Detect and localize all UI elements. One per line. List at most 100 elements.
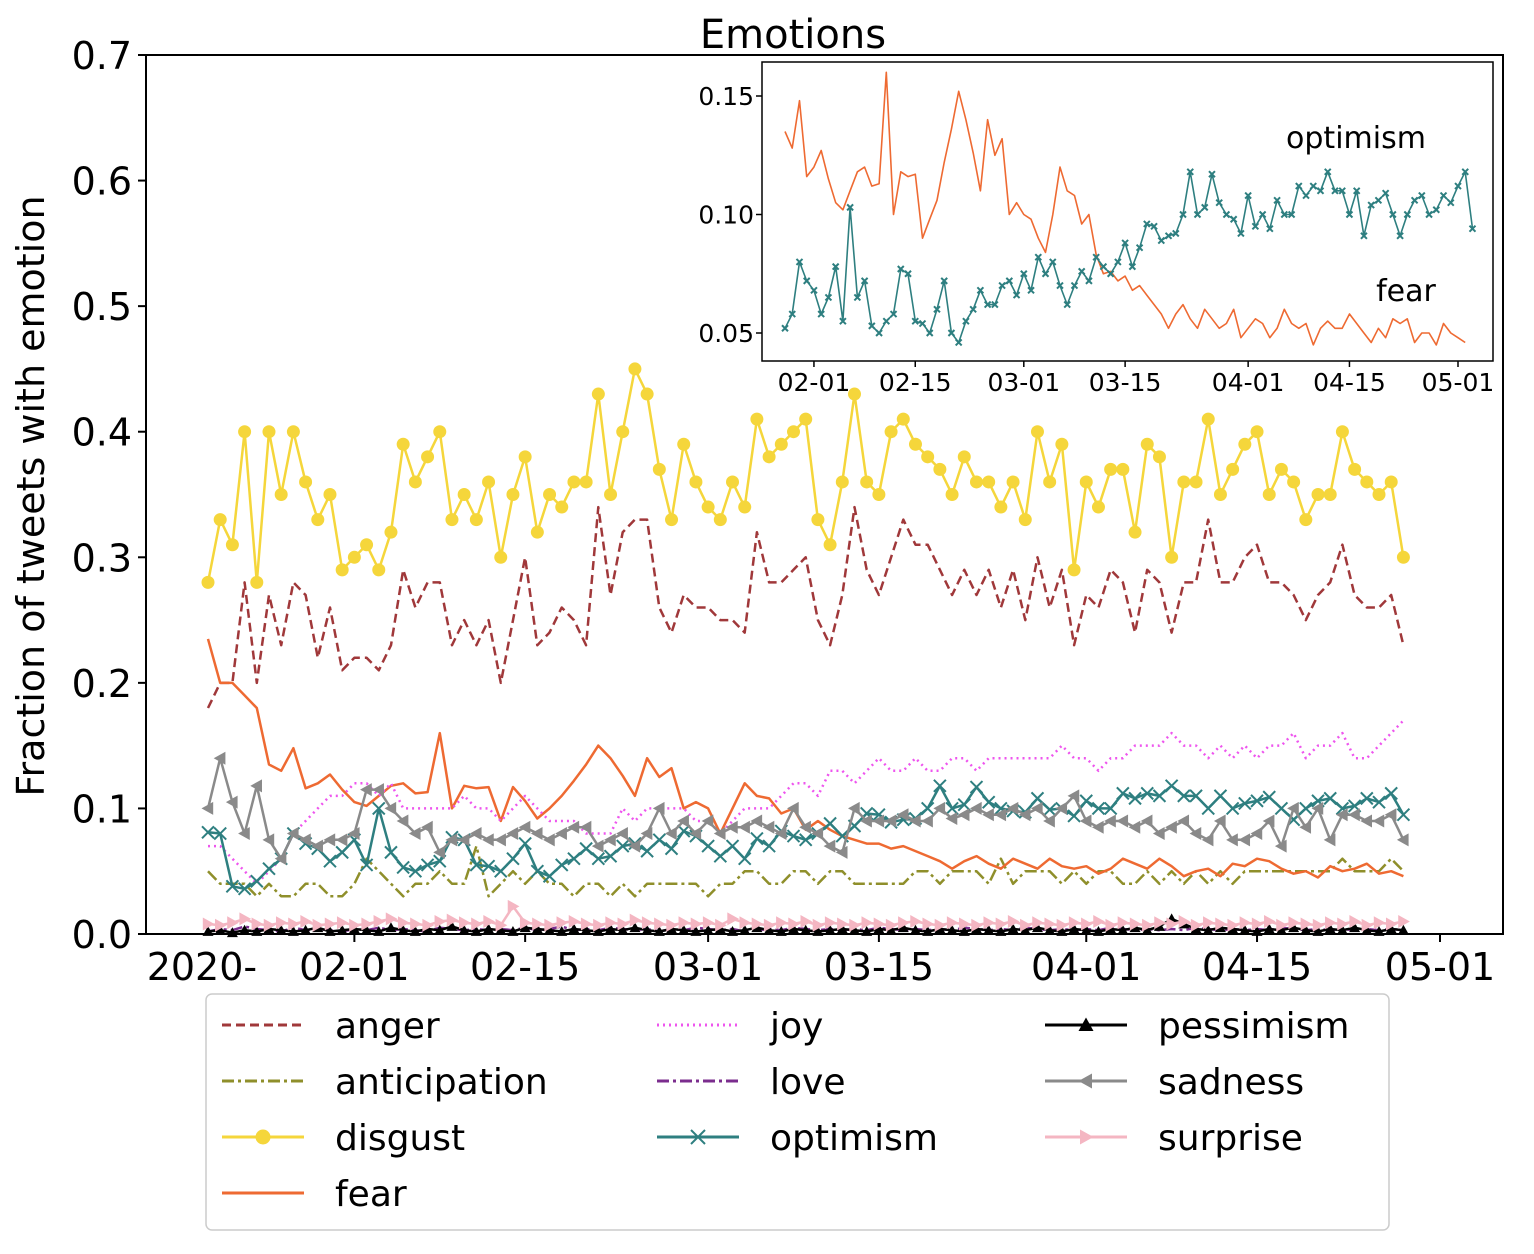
data-point-optimism xyxy=(1213,789,1228,803)
data-point-optimism xyxy=(1360,791,1374,806)
data-point-disgust xyxy=(799,412,813,426)
data-point-pessimism xyxy=(568,923,580,934)
series-anticipation xyxy=(207,844,1405,898)
data-point-surprise xyxy=(1007,914,1020,928)
inset-data-point-optimism xyxy=(1447,198,1455,207)
series-line-anger xyxy=(206,505,1405,709)
data-point-optimism xyxy=(713,849,728,863)
data-point-pessimism xyxy=(873,923,885,934)
data-point-surprise xyxy=(1105,918,1118,932)
data-point-optimism xyxy=(969,780,984,794)
data-point-surprise xyxy=(1276,918,1288,932)
data-point-sadness xyxy=(640,827,653,841)
data-point-surprise xyxy=(739,916,752,930)
data-point-surprise xyxy=(385,912,398,926)
inset-frame xyxy=(761,61,1494,362)
data-point-disgust xyxy=(738,500,752,514)
data-point-disgust xyxy=(335,563,349,577)
inset-data-point-optimism xyxy=(1273,196,1281,204)
data-point-optimism xyxy=(1030,791,1045,806)
inset-data-point-optimism xyxy=(788,310,796,318)
data-point-optimism xyxy=(250,874,264,888)
y-tick-label: 0.3 xyxy=(72,536,132,580)
data-point-disgust xyxy=(1299,513,1313,527)
data-point-sadness xyxy=(494,833,506,847)
data-point-disgust xyxy=(1043,475,1057,489)
data-point-optimism xyxy=(1091,801,1106,816)
data-point-surprise xyxy=(349,918,361,932)
legend: anger anticipation disgust fear joy love optim… xyxy=(205,993,1390,1231)
data-point-disgust xyxy=(994,500,1008,514)
data-point-surprise xyxy=(1349,914,1362,928)
data-point-surprise xyxy=(1386,917,1398,931)
data-point-sadness xyxy=(1274,839,1287,853)
inset-data-point-optimism xyxy=(1244,191,1252,200)
inset-data-point-optimism xyxy=(1092,253,1100,261)
data-point-pessimism xyxy=(495,924,507,935)
data-point-disgust xyxy=(555,500,569,514)
inset-data-point-optimism xyxy=(1005,277,1014,285)
data-point-optimism xyxy=(798,833,813,847)
inset-data-point-optimism xyxy=(1179,210,1187,219)
data-point-disgust xyxy=(921,450,935,464)
data-point-surprise xyxy=(1154,916,1166,930)
inset-series-group xyxy=(781,71,1477,347)
legend-label-disgust: disgust xyxy=(335,1118,465,1159)
inset-data-point-optimism xyxy=(1229,215,1238,223)
data-point-surprise xyxy=(1215,917,1227,931)
data-point-disgust xyxy=(774,437,788,451)
data-point-optimism xyxy=(213,826,227,841)
data-point-pessimism xyxy=(885,924,897,935)
data-point-disgust xyxy=(1213,488,1227,501)
data-point-surprise xyxy=(1166,917,1179,931)
legend-label-sadness: sadness xyxy=(1158,1062,1304,1103)
data-point-optimism xyxy=(1189,789,1203,803)
data-point-sadness xyxy=(787,801,799,815)
inset-data-point-optimism xyxy=(817,310,825,318)
data-point-disgust xyxy=(1140,437,1154,451)
data-point-sadness xyxy=(1287,801,1299,815)
data-point-disgust xyxy=(616,425,630,439)
data-point-surprise xyxy=(263,918,276,932)
inset-data-point-optimism xyxy=(1389,210,1397,219)
data-point-optimism xyxy=(555,858,569,872)
inset-data-point-optimism xyxy=(1360,232,1368,240)
data-point-optimism xyxy=(225,879,240,893)
data-point-sadness xyxy=(384,801,397,815)
data-point-surprise xyxy=(910,914,922,928)
data-point-optimism xyxy=(1250,794,1264,808)
data-point-sadness xyxy=(421,820,433,834)
data-point-disgust xyxy=(1226,462,1240,476)
data-point-pessimism xyxy=(1068,923,1080,934)
data-point-disgust xyxy=(982,475,996,489)
data-point-sadness xyxy=(543,833,555,847)
data-point-surprise xyxy=(397,916,410,930)
y-axis-label: Fraction of tweets with emotion xyxy=(9,195,53,796)
data-point-optimism xyxy=(981,795,996,809)
data-point-surprise xyxy=(702,916,715,930)
data-point-disgust xyxy=(1018,513,1032,527)
data-point-surprise xyxy=(1068,916,1081,930)
inset-data-point-optimism xyxy=(947,329,956,337)
data-point-optimism xyxy=(420,858,435,872)
inset-x-tick-label: 05-01 xyxy=(1422,368,1495,397)
data-point-disgust xyxy=(299,475,313,489)
data-point-disgust xyxy=(1165,550,1179,564)
data-point-sadness xyxy=(811,827,824,841)
data-point-disgust xyxy=(1104,462,1118,476)
data-point-disgust xyxy=(591,387,605,401)
inset-data-point-optimism xyxy=(1302,191,1310,200)
data-point-pessimism xyxy=(641,924,653,935)
inset-data-point-optimism xyxy=(1461,168,1469,176)
data-point-pessimism xyxy=(629,922,641,933)
inset-data-point-optimism xyxy=(918,319,927,328)
data-point-pessimism xyxy=(544,924,556,935)
inset-data-point-optimism xyxy=(1222,210,1231,219)
inset-data-point-optimism xyxy=(1041,270,1050,278)
data-point-optimism xyxy=(359,858,374,872)
data-point-pessimism xyxy=(848,924,860,935)
legend-label-fear: fear xyxy=(335,1174,407,1215)
data-point-sadness xyxy=(1372,814,1385,828)
data-point-sadness xyxy=(628,839,641,853)
data-point-sadness xyxy=(506,827,519,841)
